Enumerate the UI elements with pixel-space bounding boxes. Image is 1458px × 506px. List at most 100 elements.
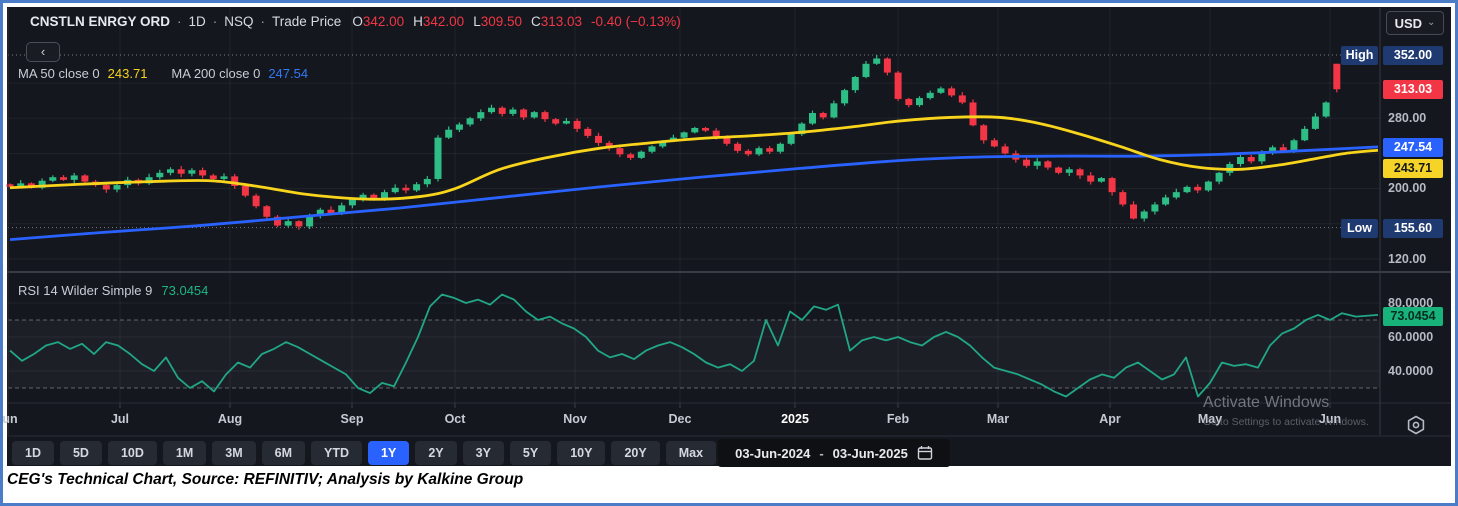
range-button-6m[interactable]: 6M [261,441,306,465]
candle [734,143,742,151]
change-value: -0.40 (−0.13%) [591,14,681,29]
range-button-3y[interactable]: 3Y [462,441,504,465]
candle [209,175,217,179]
candle [1162,197,1170,205]
candle [1151,204,1159,212]
candle [1204,181,1212,191]
candles [6,54,1341,230]
currency-label: USD [1394,15,1423,31]
range-button-1d[interactable]: 1D [12,441,54,465]
candle [1279,147,1287,151]
price-label-badge: 243.71 [1383,158,1443,178]
date-from: 03-Jun-2024 [735,445,811,461]
time-label-apr[interactable]: Apr [1099,412,1121,426]
candle [830,103,838,118]
price-label-badge: 247.54 [1383,137,1443,157]
candle [1023,159,1030,166]
date-range-selector[interactable]: 03-Jun-2024 - 03-Jun-2025 [718,439,950,467]
candle [81,175,89,182]
candle [359,194,367,200]
time-label-sep[interactable]: Sep [340,412,364,426]
candle [819,113,827,118]
candle [113,185,121,190]
time-label-jun[interactable]: Jun [1318,412,1342,426]
candle [584,128,592,136]
range-button-ytd[interactable]: YTD [311,441,363,465]
interval-label[interactable]: 1D [188,14,206,29]
symbol-name: CNSTLN ENRGY ORD [30,14,171,29]
range-button-10d[interactable]: 10D [107,441,157,465]
candle [1065,169,1073,173]
candle [177,169,185,174]
range-button-3m[interactable]: 3M [212,441,256,465]
candle [1258,153,1266,162]
candle [541,112,549,120]
time-label-nov[interactable]: Nov [563,412,587,426]
time-label-aug[interactable]: Aug [217,412,243,426]
candle [1247,156,1255,162]
time-label-oct[interactable]: Oct [444,412,466,426]
activate-windows-watermark: Activate Windows [1203,394,1330,411]
candle [434,137,442,179]
time-label-mar[interactable]: Mar [986,412,1010,426]
ma50-label: MA 50 close 0 [18,66,100,81]
candle [1055,167,1063,173]
time-label-jul[interactable]: Jul [110,412,130,426]
ohlc-item: L309.50 [473,14,522,29]
chart-header: CNSTLN ENRGY ORD · 1D · NSQ · Trade Pric… [30,14,681,29]
time-label-2025[interactable]: 2025 [781,412,809,426]
candle [274,216,281,226]
candle [798,123,806,135]
candle [573,120,581,129]
range-button-2y[interactable]: 2Y [415,441,457,465]
indicator-settings-button[interactable] [1402,411,1430,439]
range-button-5y[interactable]: 5Y [509,441,552,465]
candle [702,127,709,131]
candle [627,154,635,158]
candle [6,184,14,187]
candle [1194,186,1202,191]
candle [894,72,902,99]
candle [637,151,645,158]
candle [1140,211,1148,219]
candle [477,112,485,119]
candle [1001,146,1009,154]
time-label-dec[interactable]: Dec [668,412,692,426]
range-button-1m[interactable]: 1M [162,441,207,465]
candle [841,90,849,104]
range-button-10y[interactable]: 10Y [557,441,606,465]
ma-legend: MA 50 close 0 243.71 MA 200 close 0 247.… [18,66,308,81]
candle [809,113,816,124]
candle [937,88,945,93]
candle [744,150,752,155]
range-button-1y[interactable]: 1Y [368,441,410,465]
candle [958,95,966,103]
range-button-max[interactable]: Max [665,441,717,465]
candle [616,148,624,155]
candle [595,135,602,143]
candle [1130,204,1137,219]
candle [659,141,667,147]
candle [1119,192,1127,205]
candle [1301,128,1309,141]
currency-selector[interactable]: USD ⌄ [1386,11,1444,35]
price-label-badge: 352.00 [1383,45,1443,65]
range-button-5d[interactable]: 5D [59,441,102,465]
candle [509,109,517,114]
time-label-un[interactable]: un [2,412,18,426]
candle [1172,192,1180,198]
candle [498,107,506,114]
back-button[interactable]: ‹ [26,42,60,62]
time-label-may[interactable]: May [1197,412,1223,426]
candle [284,221,292,226]
time-label-feb[interactable]: Feb [886,412,910,426]
price-label-tick: 200.00 [1388,181,1427,195]
candle [905,98,913,106]
candle [948,88,956,96]
rsi-label-badge: 73.0454 [1383,306,1443,326]
candle [862,63,870,77]
rsi-label-tick: 40.0000 [1388,364,1434,378]
candle [199,170,207,176]
range-button-20y[interactable]: 20Y [611,441,660,465]
price-label-tick: 280.00 [1388,111,1427,125]
